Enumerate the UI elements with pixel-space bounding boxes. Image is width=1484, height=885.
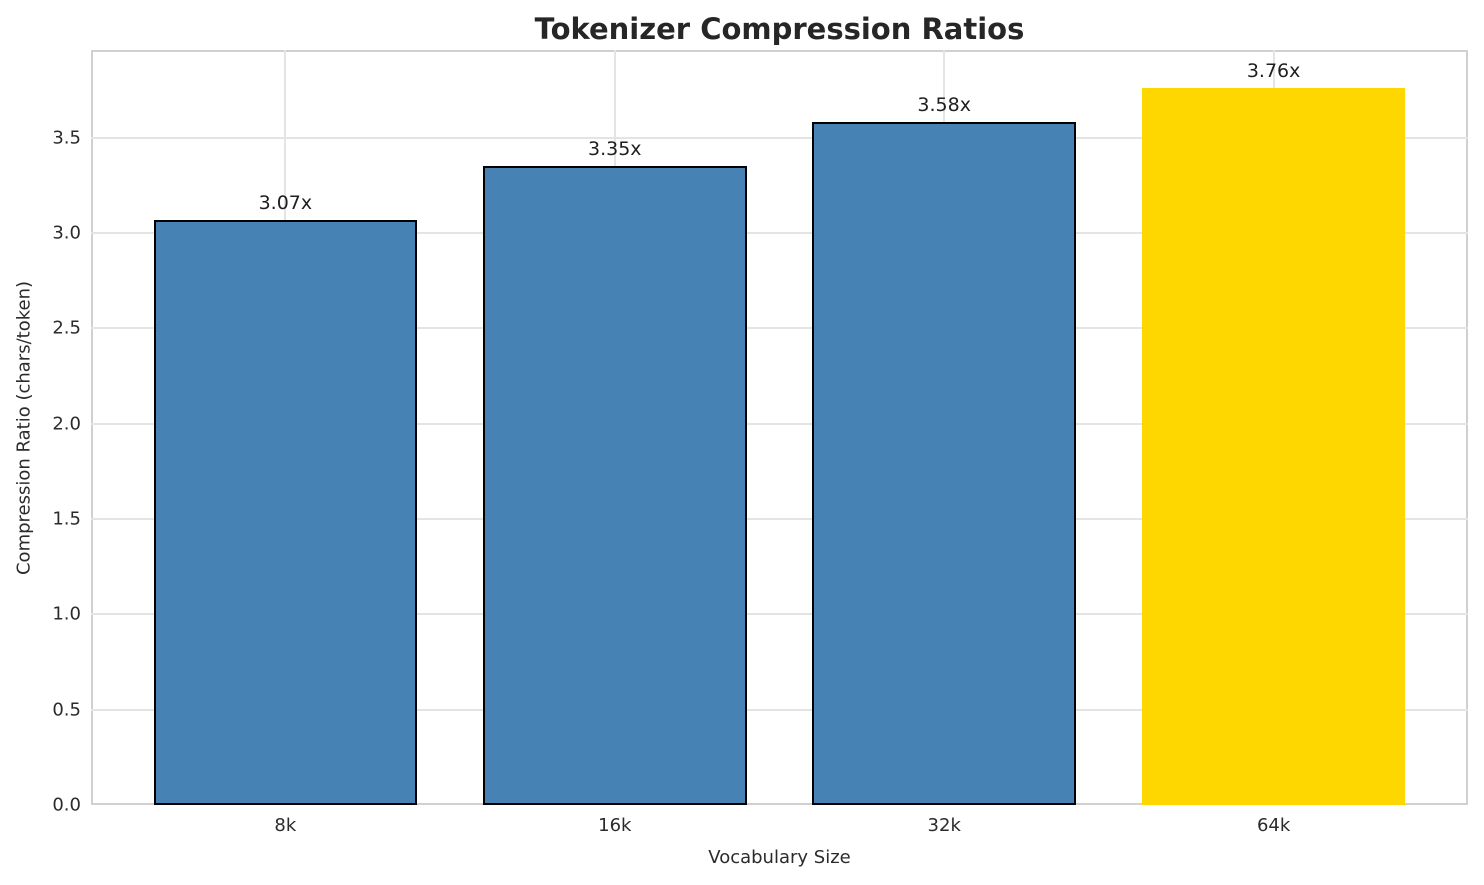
bar-value-label: 3.35x xyxy=(588,138,642,161)
x-tick-label: 32k xyxy=(927,815,961,836)
gridline-h xyxy=(91,422,1468,425)
y-axis-label: Compression Ratio (chars/token) xyxy=(13,280,35,575)
y-tick-label: 1.0 xyxy=(52,603,81,625)
y-tick-label: 0.0 xyxy=(52,794,81,816)
bar-value-label: 3.58x xyxy=(917,94,971,117)
x-tick-label: 16k xyxy=(598,815,632,836)
y-tick-label: 0.5 xyxy=(52,699,81,721)
bar-value-label: 3.76x xyxy=(1246,60,1301,83)
y-tick-label: 3.5 xyxy=(52,127,81,149)
bar-32k xyxy=(812,122,1076,805)
bar-64k xyxy=(1141,88,1406,805)
y-tick-label: 3.0 xyxy=(52,222,81,244)
gridline-h xyxy=(91,708,1468,711)
gridline-h xyxy=(91,232,1468,235)
gridline-h xyxy=(91,613,1468,616)
y-tick-label: 1.5 xyxy=(52,508,81,530)
gridline-h xyxy=(91,136,1468,139)
bar-value-label: 3.07x xyxy=(258,191,313,214)
gridline-h xyxy=(91,327,1468,330)
x-tick-label: 8k xyxy=(274,815,297,836)
y-tick-label: 2.5 xyxy=(52,317,81,339)
x-tick-label: 64k xyxy=(1256,815,1291,836)
x-axis-label: Vocabulary Size xyxy=(708,847,851,868)
chart-title: Tokenizer Compression Ratios xyxy=(534,12,1025,46)
y-tick-label: 2.0 xyxy=(52,413,81,435)
bar-8k xyxy=(153,219,418,805)
bar-16k xyxy=(483,166,747,805)
gridline-h xyxy=(91,518,1468,520)
